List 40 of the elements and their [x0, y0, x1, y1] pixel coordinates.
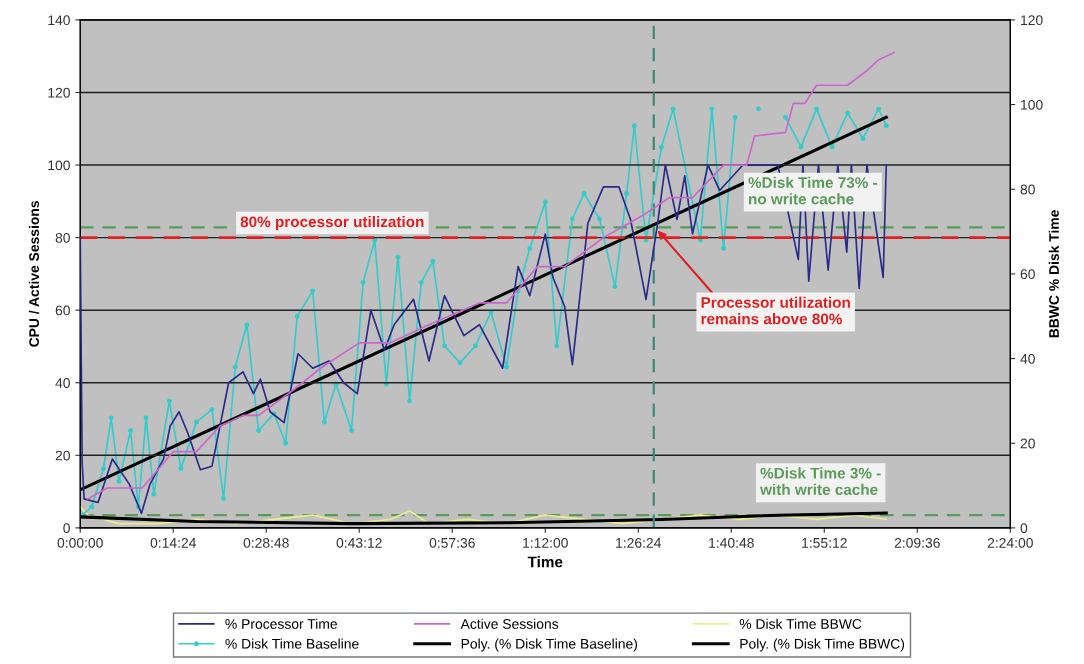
ref-line-label: 80% processor utilization [240, 215, 424, 231]
legend-label: % Processor Time [225, 618, 337, 629]
x-tick-label: 1:12:00 [523, 537, 568, 548]
legend-label: Poly. (% Disk Time BBWC) [740, 638, 905, 652]
x-tick-label: 2:09:36 [894, 537, 940, 548]
y-tick-label: 20 [55, 450, 70, 461]
x-axis-title: Time [527, 556, 563, 568]
y2-axis-title: BBWC % Disk Time [1048, 210, 1059, 338]
y-tick-label: 0 [63, 523, 70, 534]
y2-tick-label: 40 [1020, 353, 1035, 364]
y-tick-label: 80 [55, 232, 70, 243]
x-tick-label: 1:26:24 [616, 537, 662, 548]
y2-tick-label: 100 [1021, 99, 1043, 110]
y-tick-label: 120 [48, 87, 70, 98]
legend-label: Active Sessions [460, 618, 559, 629]
x-tick-label: 0:28:48 [243, 537, 289, 548]
ref-line-label: %Disk Time 73% - no write cache [748, 176, 878, 205]
x-tick-label: 0:43:12 [336, 537, 382, 548]
y-tick-label: 100 [48, 160, 70, 171]
x-tick-label: 1:55:12 [802, 537, 847, 548]
y2-tick-label: 0 [1020, 523, 1028, 534]
x-tick-label: 0:57:36 [429, 537, 475, 548]
y2-tick-label: 120 [1021, 15, 1043, 26]
ref-line-label: %Disk Time 3% - with write cache [760, 467, 881, 495]
y-axis-title: CPU / Active Sessions [28, 201, 40, 347]
legend-label: Poly. (% Disk Time Baseline) [461, 638, 638, 652]
y-tick-label: 60 [55, 305, 70, 316]
y2-tick-label: 60 [1020, 269, 1035, 280]
line-series [87, 51, 895, 500]
y2-tick-label: 20 [1020, 438, 1035, 449]
y-tick-label: 40 [55, 378, 70, 388]
annotation: Processor utilization remains above 80% [701, 296, 850, 325]
x-tick-label: 0:00:00 [57, 537, 103, 548]
legend-label: % Disk Time Baseline [225, 638, 359, 649]
legend-label: % Disk Time BBWC [739, 618, 862, 629]
x-tick-label: 2:24:00 [987, 537, 1033, 548]
x-tick-label: 1:40:48 [709, 537, 754, 548]
x-tick-label: 0:14:24 [150, 537, 196, 548]
y2-tick-label: 80 [1020, 184, 1035, 195]
y-tick-label: 140 [48, 15, 70, 26]
